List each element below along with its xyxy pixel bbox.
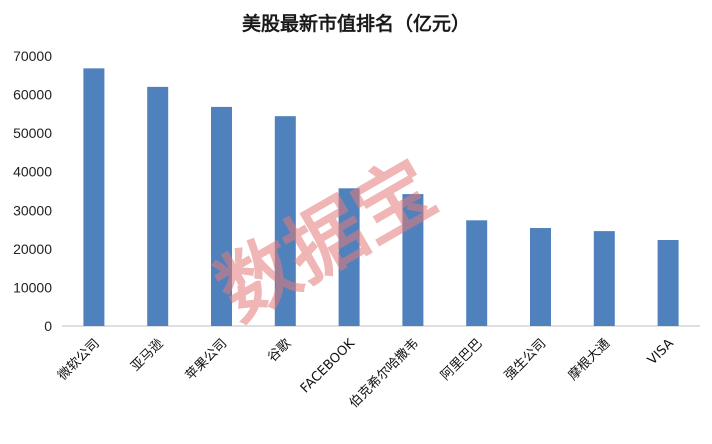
bar [657,239,679,326]
y-tick-label: 50000 [13,125,52,141]
bar [530,228,551,326]
bar [147,86,169,326]
bar [83,68,105,326]
y-axis: 0 10000 20000 30000 40000 50000 60000 70000 [13,48,52,334]
bar [338,188,360,326]
x-tick-label: 微软公司 [55,336,102,383]
x-tick-label: 苹果公司 [183,336,230,383]
y-tick-label: 10000 [13,279,52,295]
x-tick-label: FACEBOOK [298,336,358,396]
y-tick-label: 30000 [13,202,52,218]
x-tick-label: 强生公司 [502,336,549,383]
chart-title: 美股最新市值排名（亿元） [242,12,470,35]
bar [211,106,232,327]
x-tick-label: 亚马逊 [128,336,166,374]
bar [466,220,488,326]
bar [274,116,296,327]
y-tick-label: 70000 [13,48,52,64]
x-tick-label: 摩根大通 [565,336,613,384]
y-tick-label: 60000 [13,87,52,103]
x-tick-label: 谷歌 [265,336,294,365]
bar [402,194,424,326]
y-tick-label: 0 [44,318,52,334]
x-tick-label: 阿里巴巴 [438,336,485,383]
x-tick-label: VISA [645,336,677,368]
bars-group [83,68,679,327]
y-tick-label: 20000 [13,241,52,257]
bar [593,231,615,326]
y-tick-label: 40000 [13,164,52,180]
